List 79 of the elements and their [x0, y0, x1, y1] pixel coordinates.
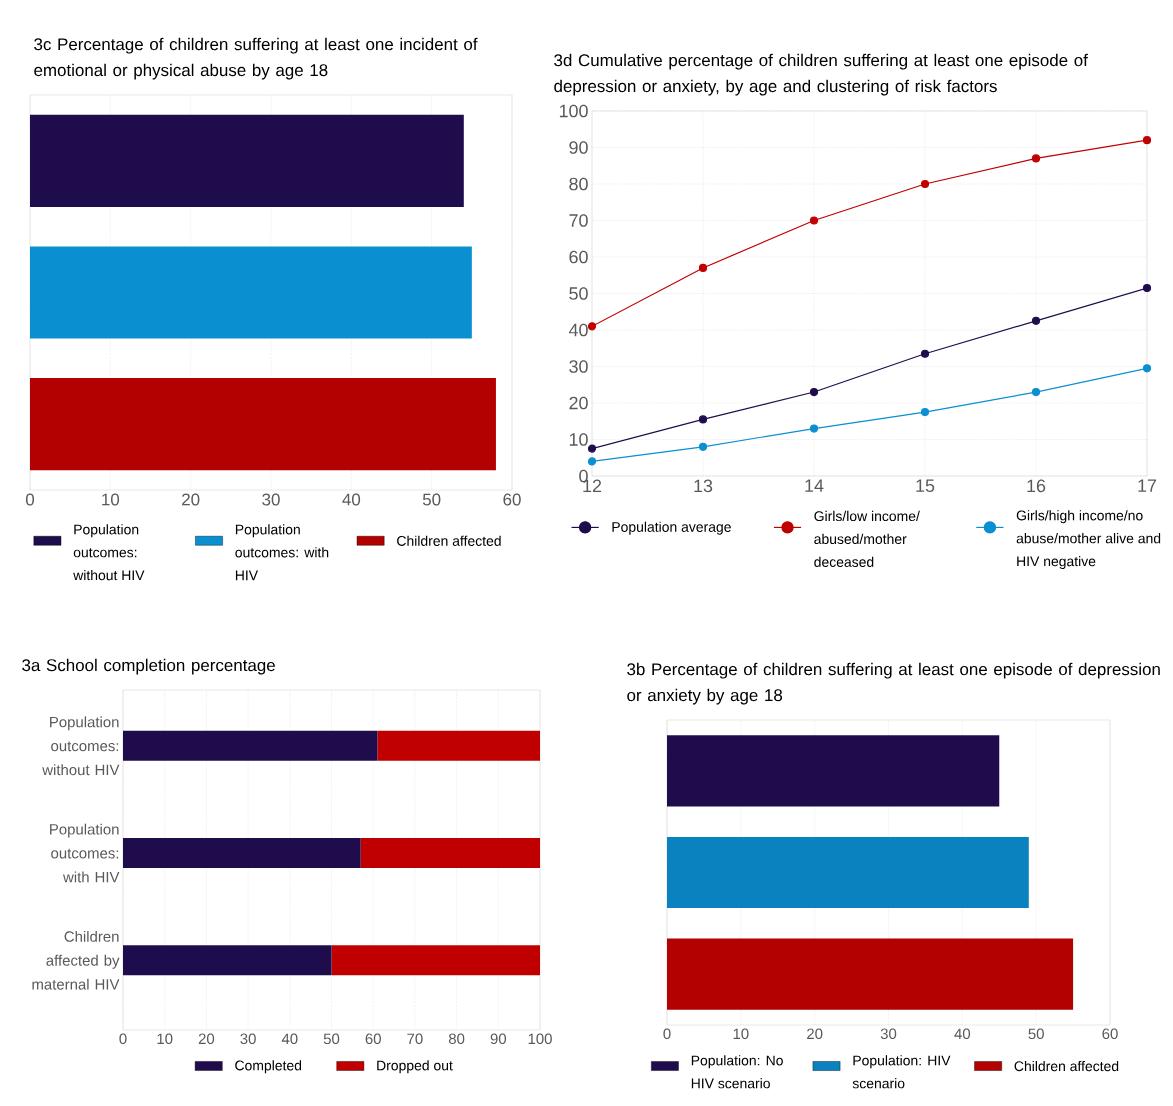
point	[587, 457, 597, 466]
x-tick-label: 14	[805, 479, 824, 492]
legend-label: Girls/low income/ abused/mother deceased	[814, 510, 920, 567]
bar	[123, 945, 332, 976]
bar	[377, 730, 540, 761]
x-tick-label: 60	[1102, 1028, 1118, 1040]
x-tick-label: 100	[528, 1033, 552, 1045]
point	[809, 424, 819, 433]
x-tick-label: 16	[1027, 479, 1046, 493]
point	[1142, 364, 1152, 373]
x-tick-label: 40	[954, 1028, 971, 1040]
bar	[331, 945, 540, 976]
point	[587, 322, 597, 331]
y-tick-label: 90	[569, 141, 588, 154]
bar	[123, 838, 361, 869]
legend-label: Children affected	[397, 535, 501, 546]
x-tick-label: 20	[182, 493, 200, 506]
x-tick-label: 50	[323, 1033, 340, 1045]
point	[920, 408, 930, 417]
point	[698, 263, 708, 273]
y-tick-label: 40	[568, 323, 588, 337]
x-tick-label: 70	[407, 1033, 423, 1045]
y-tick-label: Population outcomes: without HIV	[42, 716, 120, 776]
chart-title: 3b Percentage of children suffering at least one episode of depression or anxiety by age 18	[627, 662, 1160, 705]
point	[1031, 154, 1041, 163]
x-tick-label: 17	[1138, 479, 1157, 492]
y-tick-label: 10	[569, 433, 588, 446]
point	[920, 179, 930, 189]
x-tick-label: 40	[342, 493, 361, 506]
legend-label: Children affected	[1014, 1060, 1119, 1072]
x-tick-label: 30	[240, 1033, 256, 1045]
point	[587, 444, 597, 453]
point	[1031, 387, 1041, 397]
y-tick-label: 100	[559, 104, 588, 118]
x-tick-label: 30	[880, 1028, 897, 1040]
chart-title: 3d Cumulative percentage of children suffering at least one episode of depression or anxiety, by age and clustering of risk factors	[554, 53, 1088, 96]
point	[1142, 136, 1152, 145]
y-tick-label: 80	[569, 177, 588, 191]
y-tick-label: 20	[569, 396, 588, 410]
legend-label: Population outcomes: with HIV	[235, 524, 329, 581]
y-tick-label: Population outcomes: with HIV	[50, 823, 120, 883]
point	[698, 442, 708, 451]
x-tick-label: 10	[733, 1028, 749, 1040]
x-tick-label: 60	[503, 493, 521, 506]
y-tick-label: 50	[569, 287, 588, 300]
x-tick-label: 0	[663, 1028, 671, 1040]
x-tick-label: 50	[1028, 1028, 1044, 1040]
bar	[360, 838, 540, 869]
legend-label: Dropped out	[377, 1060, 453, 1074]
point	[1142, 283, 1152, 293]
legend-label: Girls/high income/no abuse/mother alive and HIV negative	[1016, 510, 1161, 569]
chart-title: 3c Percentage of children suffering at least one incident of emotional or physical abuse by age 18	[34, 37, 478, 80]
legend-label: Population average	[612, 521, 731, 535]
y-tick-label: 30	[569, 360, 588, 373]
point	[920, 349, 930, 358]
x-tick-label: 13	[694, 479, 713, 493]
x-tick-label: 20	[807, 1028, 823, 1040]
x-tick-label: 90	[490, 1033, 507, 1045]
legend-label: Completed	[235, 1060, 302, 1074]
x-tick-label: 40	[281, 1033, 298, 1045]
x-tick-label: 60	[365, 1033, 381, 1045]
chart-title: 3a School completion percentage	[22, 658, 275, 675]
x-tick-label: 15	[916, 479, 935, 493]
x-tick-label: 30	[262, 493, 280, 506]
x-tick-label: 80	[448, 1033, 465, 1045]
point	[1031, 316, 1041, 325]
legend-label: Population: HIV scenario	[852, 1055, 951, 1089]
bar	[123, 730, 378, 761]
y-tick-label: 70	[569, 214, 588, 227]
point	[698, 415, 708, 424]
y-tick-label: 60	[569, 250, 588, 264]
x-tick-label: 0	[25, 493, 35, 506]
point	[809, 216, 819, 225]
x-tick-label: 20	[198, 1033, 215, 1045]
legend-label: Population: No HIV scenario	[691, 1055, 783, 1089]
y-tick-label: Children affected by maternal HIV	[32, 930, 120, 990]
x-tick-label: 50	[422, 493, 441, 506]
x-tick-label: 10	[157, 1033, 173, 1045]
point	[809, 387, 819, 397]
